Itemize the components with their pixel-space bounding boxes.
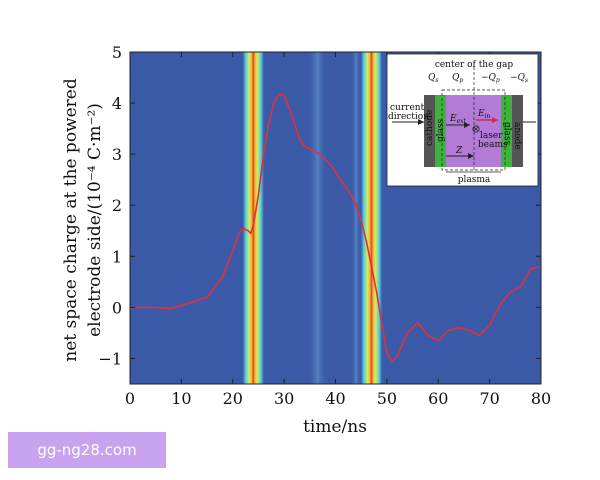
inset-eext-arrowhead [464,122,470,128]
inset-label-plasma: plasma [458,175,491,185]
inset-label-current-2: direction [388,112,429,122]
inset-label-z: Z [455,146,463,156]
faint-band-0 [307,52,328,384]
inset-label-qs-left: Qs [428,73,438,84]
heatmap-band-1 [359,52,384,384]
x-tick-label: 40 [325,389,345,408]
heatmap-bands [241,52,384,384]
y-tick-label: 5 [112,43,122,62]
inset-label-glass-left: glass [436,118,446,142]
inset-label-qp-left: Qp [452,73,463,84]
y-axis-title-line2: electrode side/(10⁻⁴ C·m⁻²) [85,103,105,337]
x-tick-label: 80 [531,389,551,408]
x-tick-label: 70 [479,389,499,408]
inset-label-laser-2: beams [478,140,508,150]
axis-ticks: 0 10 20 30 40 50 60 70 80 −1 0 1 2 3 4 5 [98,43,551,408]
inset-label-anode: anode [512,122,522,150]
inset-label-eext: Eext [449,114,467,125]
inset-glass-left [435,95,446,167]
faint-band-1 [350,52,362,384]
inset-z-arrowhead [468,153,474,159]
inset-label-glass-right: glass [502,122,512,146]
inset-ein-arrowhead [492,117,498,123]
watermark-badge: gg-ng28.com [8,432,166,468]
y-tick-label: 3 [112,145,122,164]
x-tick-label: 50 [377,389,397,408]
inset-laser-cross-b [473,126,479,132]
inset-cathode [424,95,435,167]
inset-label-cathode: cathode [425,110,435,146]
inset-label-center: center of the gap [435,60,514,70]
inset-laser-symbol [472,125,480,133]
x-axis-title: time/ns [303,417,367,437]
x-tick-label: 60 [428,389,448,408]
inset-label-qp-right: −Qp [481,73,500,84]
x-tick-label: 10 [171,389,191,408]
inset-current-arrowhead [418,119,424,125]
x-tick-label: 0 [125,389,135,408]
y-tick-label: 2 [112,196,122,215]
inset-label-current-1: current [390,103,425,113]
inset-label-ein: Ein [477,109,490,120]
inset-glass-right [501,95,512,167]
y-tick-label: 4 [112,94,122,113]
inset-diagram: center of the gap Qs Qp −Qp −Qs current … [386,53,539,187]
inset-dashed-box [441,89,506,171]
inset-label-laser-1: laser [480,131,503,141]
data-series-line [130,92,541,363]
x-tick-label: 20 [223,389,243,408]
y-tick-label: 1 [112,247,122,266]
inset-anode [512,95,523,167]
heatmap-band-0 [241,52,265,384]
y-axis-title-line1: net space charge at the powered [61,78,81,362]
y-tick-label: −1 [98,349,122,368]
x-tick-label: 30 [274,389,294,408]
y-tick-label: 0 [112,298,122,317]
inset-label-qs-right: −Qs [510,73,528,84]
